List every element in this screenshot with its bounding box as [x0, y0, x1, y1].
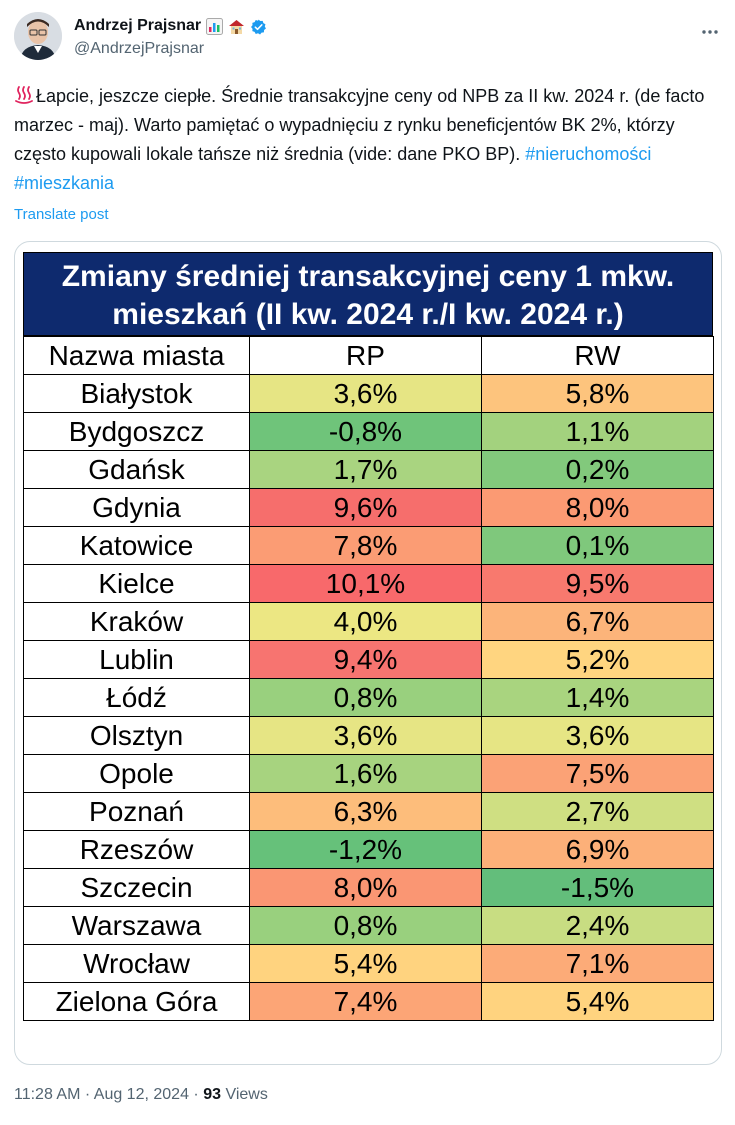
tweet-time[interactable]: 11:28 AM [14, 1086, 81, 1103]
rp-cell: 7,4% [249, 982, 482, 1021]
house-icon [228, 18, 245, 35]
city-cell: Białystok [23, 374, 250, 413]
translate-post-link[interactable]: Translate post [14, 206, 109, 223]
rp-cell: -1,2% [249, 830, 482, 869]
table-row: Łódź 0,8% 1,4% [23, 678, 714, 717]
table-row: Warszawa 0,8% 2,4% [23, 906, 714, 945]
city-cell: Kielce [23, 564, 250, 603]
more-icon[interactable] [698, 20, 722, 44]
city-cell: Lublin [23, 640, 250, 679]
city-cell: Olsztyn [23, 716, 250, 755]
table-row: Kielce 10,1% 9,5% [23, 564, 714, 603]
rw-cell: 2,4% [481, 906, 714, 945]
rw-cell: 1,1% [481, 412, 714, 451]
table-body: Białystok 3,6% 5,8% Bydgoszcz -0,8% 1,1% Gdańs… [23, 374, 714, 1021]
rw-cell: 5,4% [481, 982, 714, 1021]
city-cell: Gdańsk [23, 450, 250, 489]
author-block: Andrzej Prajsnar [74, 16, 267, 58]
table-row: Opole 1,6% 7,5% [23, 754, 714, 793]
tweet-body-text: Łapcie, jeszcze ciepłe. Średnie transakc… [14, 86, 705, 164]
rw-cell: 6,9% [481, 830, 714, 869]
table-row: Gdynia 9,6% 8,0% [23, 488, 714, 527]
rp-cell: 4,0% [249, 602, 482, 641]
tweet-date[interactable]: Aug 12, 2024 [93, 1086, 189, 1103]
data-table: Nazwa miasta RP RW Białystok 3,6% 5,8% Bydg… [23, 336, 714, 1021]
views-label: Views [225, 1086, 268, 1103]
rp-cell: 0,8% [249, 906, 482, 945]
rp-cell: -0,8% [249, 412, 482, 451]
tweet-text: Łapcie, jeszcze ciepłe. Średnie transakc… [14, 82, 714, 198]
city-cell: Gdynia [23, 488, 250, 527]
table-row: Katowice 7,8% 0,1% [23, 526, 714, 565]
city-cell: Zielona Góra [23, 982, 250, 1021]
column-header-city: Nazwa miasta [23, 336, 250, 375]
table-row: Rzeszów -1,2% 6,9% [23, 830, 714, 869]
city-cell: Wrocław [23, 944, 250, 983]
rw-cell: 0,1% [481, 526, 714, 565]
rw-cell: 7,5% [481, 754, 714, 793]
tweet-header: Andrzej Prajsnar [14, 12, 724, 64]
rp-cell: 3,6% [249, 716, 482, 755]
rw-cell: 0,2% [481, 450, 714, 489]
column-header-rw: RW [481, 336, 714, 375]
rp-cell: 8,0% [249, 868, 482, 907]
city-cell: Szczecin [23, 868, 250, 907]
city-cell: Katowice [23, 526, 250, 565]
rw-cell: 5,8% [481, 374, 714, 413]
column-header-rp: RP [249, 336, 482, 375]
rw-cell: 7,1% [481, 944, 714, 983]
rw-cell: 9,5% [481, 564, 714, 603]
rp-cell: 9,4% [249, 640, 482, 679]
city-cell: Kraków [23, 602, 250, 641]
hashtag-link[interactable]: #mieszkania [14, 173, 115, 193]
bar-chart-icon [206, 17, 224, 35]
city-cell: Łódź [23, 678, 250, 717]
rp-cell: 1,7% [249, 450, 482, 489]
price-change-table: Zmiany średniej transakcyjnej ceny 1 mkw… [23, 252, 714, 1021]
verified-badge-icon[interactable] [250, 18, 267, 35]
rp-cell: 10,1% [249, 564, 482, 603]
table-header-row: Nazwa miasta RP RW [23, 336, 714, 375]
table-row: Gdańsk 1,7% 0,2% [23, 450, 714, 489]
hot-springs-icon [14, 85, 34, 105]
table-row: Szczecin 8,0% -1,5% [23, 868, 714, 907]
rw-cell: 5,2% [481, 640, 714, 679]
city-cell: Opole [23, 754, 250, 793]
rw-cell: 8,0% [481, 488, 714, 527]
rp-cell: 6,3% [249, 792, 482, 831]
table-row: Poznań 6,3% 2,7% [23, 792, 714, 831]
rw-cell: -1,5% [481, 868, 714, 907]
media-image[interactable]: Zmiany średniej transakcyjnej ceny 1 mkw… [14, 241, 722, 1065]
city-cell: Warszawa [23, 906, 250, 945]
table-row: Lublin 9,4% 5,2% [23, 640, 714, 679]
table-row: Bydgoszcz -0,8% 1,1% [23, 412, 714, 451]
hashtag-link[interactable]: #nieruchomości [525, 144, 652, 164]
table-row: Zielona Góra 7,4% 5,4% [23, 982, 714, 1021]
tweet-meta: 11:28 AM · Aug 12, 2024 · 93 Views [14, 1086, 268, 1103]
table-row: Kraków 4,0% 6,7% [23, 602, 714, 641]
rp-cell: 7,8% [249, 526, 482, 565]
avatar[interactable] [14, 12, 62, 60]
table-title: Zmiany średniej transakcyjnej ceny 1 mkw… [23, 252, 713, 336]
table-row: Białystok 3,6% 5,8% [23, 374, 714, 413]
rw-cell: 2,7% [481, 792, 714, 831]
rw-cell: 3,6% [481, 716, 714, 755]
rp-cell: 5,4% [249, 944, 482, 983]
table-row: Wrocław 5,4% 7,1% [23, 944, 714, 983]
rw-cell: 6,7% [481, 602, 714, 641]
views-count: 93 [203, 1086, 221, 1103]
rp-cell: 1,6% [249, 754, 482, 793]
city-cell: Bydgoszcz [23, 412, 250, 451]
user-handle[interactable]: @AndrzejPrajsnar [74, 40, 205, 57]
city-cell: Rzeszów [23, 830, 250, 869]
city-cell: Poznań [23, 792, 250, 831]
rp-cell: 0,8% [249, 678, 482, 717]
rw-cell: 1,4% [481, 678, 714, 717]
rp-cell: 9,6% [249, 488, 482, 527]
rp-cell: 3,6% [249, 374, 482, 413]
table-row: Olsztyn 3,6% 3,6% [23, 716, 714, 755]
display-name[interactable]: Andrzej Prajsnar [74, 17, 202, 34]
